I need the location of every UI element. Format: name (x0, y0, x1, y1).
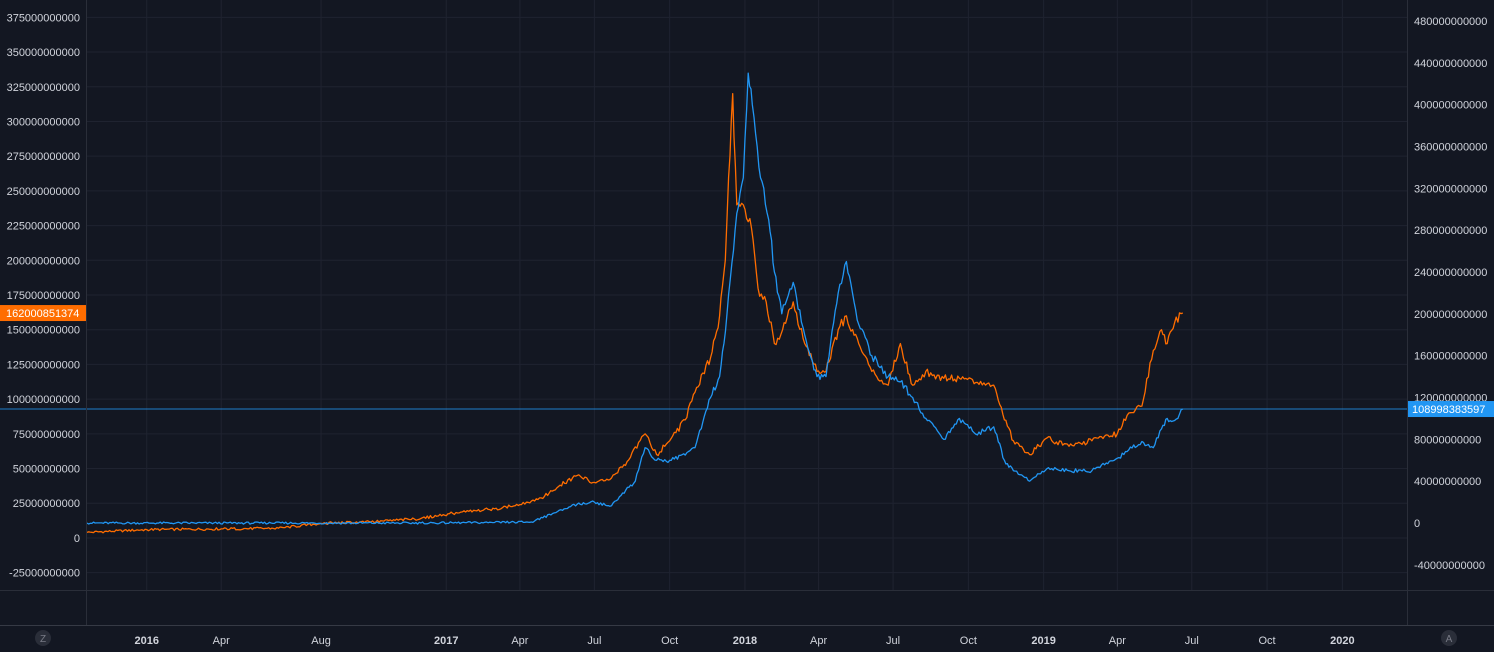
time-tick-label: 2019 (1031, 635, 1055, 647)
left-tick-label: 275000000000 (7, 151, 80, 163)
right-tick-label: 80000000000 (1414, 434, 1481, 446)
axes (0, 0, 1494, 626)
time-tick-label: Jul (587, 635, 601, 647)
left-tick-label: 150000000000 (7, 325, 80, 337)
right-tick-label: 480000000000 (1414, 16, 1487, 28)
time-tick-label: 2017 (434, 635, 458, 647)
right-tick-label: -40000000000 (1414, 560, 1485, 572)
time-tick-label: Oct (1258, 635, 1275, 647)
series-layer (86, 72, 1184, 534)
series-line-left (86, 93, 1184, 534)
left-tick-label: 325000000000 (7, 82, 80, 94)
right-tick-label: 320000000000 (1414, 183, 1487, 195)
time-tick-label: Oct (661, 635, 678, 647)
last-value-label-right: 108998383597 (1412, 404, 1485, 416)
left-tick-label: 125000000000 (7, 359, 80, 371)
series-line-right (86, 72, 1184, 525)
right-tick-label: 0 (1414, 518, 1420, 530)
auto-scale-toggle-button[interactable]: A (1446, 634, 1453, 645)
time-axis-ticks[interactable]: 2016 Apr Aug 2017 Apr Jul Oct 2018 Apr Jul Oct 2019… (134, 635, 1354, 647)
left-tick-label: 350000000000 (7, 47, 80, 59)
right-tick-label: 440000000000 (1414, 58, 1487, 70)
last-value-label-left: 162000851374 (6, 308, 79, 320)
time-tick-label: 2016 (134, 635, 158, 647)
left-tick-label: 175000000000 (7, 290, 80, 302)
log-scale-toggle-circle[interactable] (35, 630, 51, 646)
time-tick-label: Jul (1185, 635, 1199, 647)
corner-buttons[interactable]: Z A (35, 630, 1457, 646)
right-tick-label: 280000000000 (1414, 225, 1487, 237)
time-tick-label: Jul (886, 635, 900, 647)
left-tick-label: -25000000000 (9, 568, 80, 580)
time-tick-label: Apr (810, 635, 827, 647)
left-tick-label: 25000000000 (13, 498, 80, 510)
time-tick-label: Apr (213, 635, 230, 647)
time-tick-label: Apr (1109, 635, 1126, 647)
right-tick-label: 200000000000 (1414, 309, 1487, 321)
left-tick-label: 300000000000 (7, 116, 80, 128)
left-tick-label: 375000000000 (7, 12, 80, 24)
last-value-badge-left (0, 305, 86, 322)
time-tick-label: 2020 (1330, 635, 1354, 647)
right-axis-ticks[interactable]: 4800000000004400000000004000000000003600… (1414, 16, 1487, 572)
time-tick-label: Aug (311, 635, 331, 647)
left-tick-label: 250000000000 (7, 186, 80, 198)
right-tick-label: 240000000000 (1414, 267, 1487, 279)
log-scale-toggle-button[interactable]: Z (40, 634, 46, 645)
left-tick-label: 200000000000 (7, 255, 80, 267)
grid (87, 0, 1407, 590)
right-tick-label: 360000000000 (1414, 141, 1487, 153)
auto-scale-toggle-circle[interactable] (1441, 630, 1457, 646)
last-value-badge-right (1408, 401, 1494, 418)
last-value-badges: 162000851374 108998383597 (0, 305, 1494, 418)
time-tick-label: Apr (511, 635, 528, 647)
right-tick-label: 40000000000 (1414, 476, 1481, 488)
left-axis-ticks[interactable]: 375000000000 350000000000 325000000000 3000… (7, 12, 80, 579)
left-tick-label: 50000000000 (13, 464, 80, 476)
time-tick-label: Oct (960, 635, 977, 647)
right-tick-label: 160000000000 (1414, 351, 1487, 363)
left-tick-label: 225000000000 (7, 221, 80, 233)
left-tick-label: 100000000000 (7, 394, 80, 406)
left-tick-label: 0 (74, 533, 80, 545)
left-tick-label: 75000000000 (13, 429, 80, 441)
time-tick-label: 2018 (733, 635, 757, 647)
right-tick-label: 400000000000 (1414, 100, 1487, 112)
